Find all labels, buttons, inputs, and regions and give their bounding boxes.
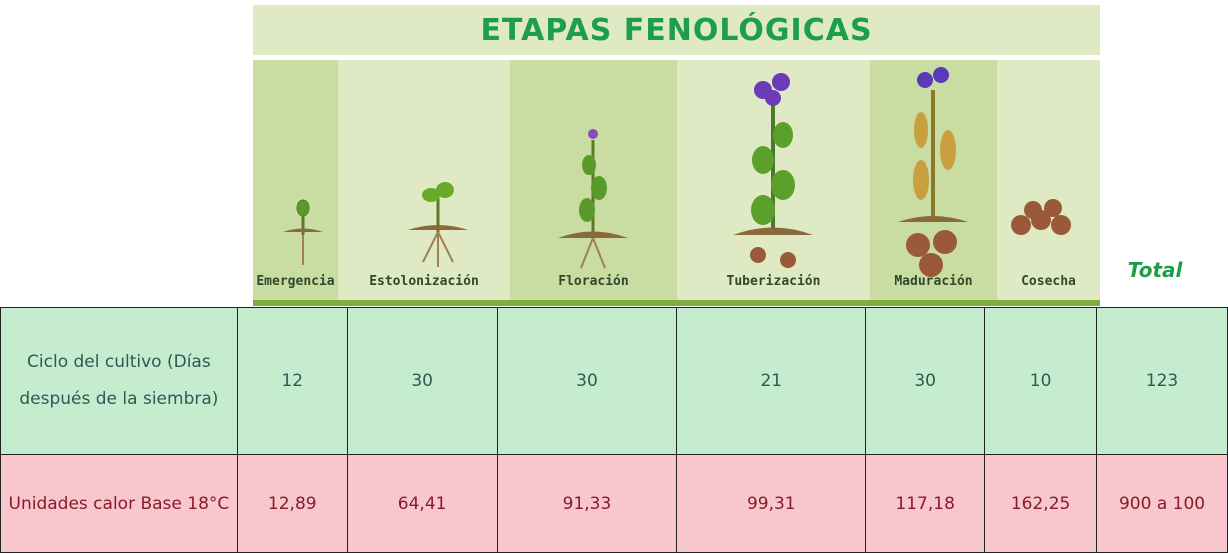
table-cell: 123 [1097, 308, 1228, 455]
table-row: Ciclo del cultivo (Días después de la si… [1, 308, 1228, 455]
table-cell: 30 [866, 308, 985, 455]
title: ETAPAS FENOLÓGICAS [253, 5, 1100, 55]
row-header: Unidades calor Base 18°C [1, 455, 238, 553]
data-table: Ciclo del cultivo (Días después de la si… [0, 307, 1228, 553]
table-cell: 30 [347, 308, 497, 455]
stage-label: Floración [510, 274, 677, 289]
table-cell: 12,89 [237, 455, 347, 553]
stage-label: Emergencia [253, 274, 338, 289]
stage-illustration [253, 60, 1100, 306]
stage-label: Maduración [870, 274, 997, 289]
table-cell: 900 a 100 [1097, 455, 1228, 553]
stage-label: Tuberización [677, 274, 870, 289]
table-cell: 21 [677, 308, 866, 455]
stage-label: Cosecha [997, 274, 1100, 289]
stage-label: Estolonización [338, 274, 510, 289]
table-cell: 30 [497, 308, 677, 455]
table-cell: 99,31 [677, 455, 866, 553]
table-cell: 12 [237, 308, 347, 455]
table-cell: 10 [985, 308, 1097, 455]
row-header: Ciclo del cultivo (Días después de la si… [1, 308, 238, 455]
table-body: Ciclo del cultivo (Días después de la si… [1, 308, 1228, 553]
table-cell: 117,18 [866, 455, 985, 553]
table-cell: 64,41 [347, 455, 497, 553]
page: {"header": {"title": "ETAPAS FENOLÓGICAS… [0, 0, 1228, 554]
total-label: Total [1110, 258, 1200, 282]
table-cell: 162,25 [985, 455, 1097, 553]
table-cell: 91,33 [497, 455, 677, 553]
